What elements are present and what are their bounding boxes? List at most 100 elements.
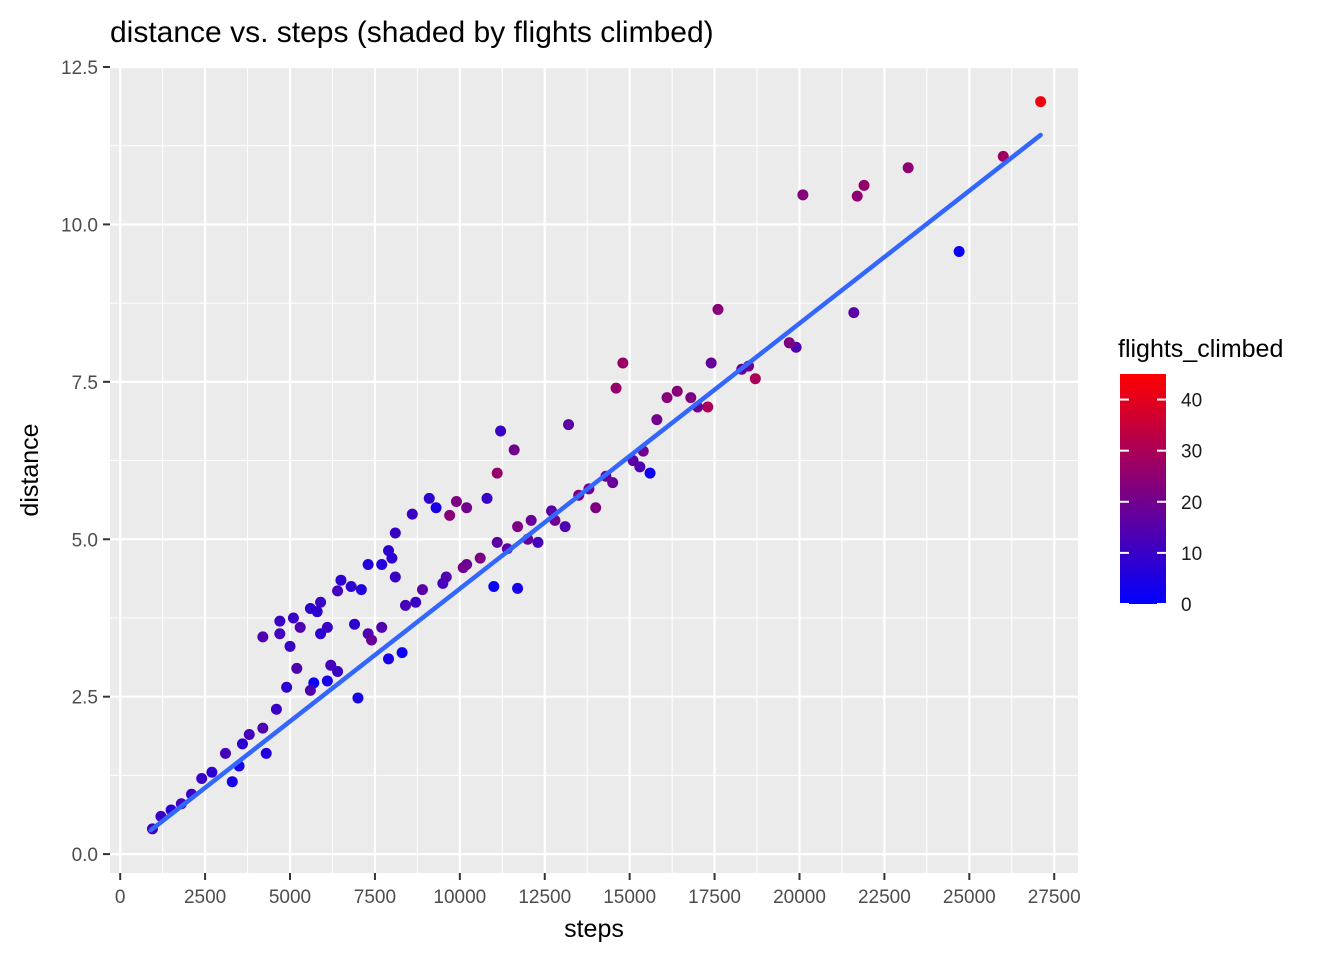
- data-point: [430, 502, 442, 514]
- trend-line: [148, 132, 1043, 833]
- data-point: [440, 571, 452, 583]
- data-point: [902, 162, 914, 174]
- data-point: [481, 492, 493, 504]
- y-tick-label: 2.5: [72, 688, 98, 709]
- x-tick-label: 15000: [603, 887, 656, 908]
- legend-title: flights_climbed: [1118, 335, 1283, 363]
- data-point: [848, 307, 860, 319]
- data-point: [1035, 96, 1047, 108]
- data-point: [291, 662, 303, 674]
- data-point: [345, 580, 357, 592]
- data-point: [450, 495, 462, 507]
- data-point: [332, 585, 344, 597]
- data-point: [410, 596, 422, 608]
- x-tick-label: 20000: [773, 887, 826, 908]
- data-point: [495, 425, 507, 437]
- data-point: [389, 527, 401, 539]
- data-point: [389, 571, 401, 583]
- data-point: [383, 653, 395, 665]
- data-point: [406, 508, 418, 520]
- data-point: [559, 521, 571, 533]
- y-axis: 0.0 2.5 5.0 7.5 10.0 12.5: [61, 58, 110, 866]
- y-tick-label: 12.5: [61, 58, 98, 79]
- data-point: [274, 615, 286, 627]
- data-point: [270, 703, 282, 715]
- legend-tick-label: 20: [1181, 493, 1202, 514]
- x-tick-label: 0: [115, 887, 126, 908]
- data-point: [705, 357, 717, 369]
- x-axis-title: steps: [564, 915, 624, 943]
- data-point: [491, 467, 503, 479]
- data-point: [196, 773, 208, 785]
- data-point: [274, 628, 286, 640]
- data-point: [366, 634, 378, 646]
- data-point: [376, 558, 388, 570]
- data-point: [457, 562, 469, 574]
- trend-line-group: [148, 132, 1043, 833]
- x-tick-label: 12500: [518, 887, 571, 908]
- legend-tick-label: 30: [1181, 442, 1202, 463]
- data-point: [590, 502, 602, 514]
- legend-ticks: 0 10 20 30 40: [1120, 391, 1202, 616]
- data-point: [304, 684, 316, 696]
- data-point: [797, 189, 809, 201]
- x-tick-label: 5000: [269, 887, 311, 908]
- y-tick-label: 10.0: [61, 215, 98, 236]
- y-tick-label: 7.5: [72, 373, 98, 394]
- data-point: [858, 179, 870, 191]
- data-point: [617, 357, 629, 369]
- y-axis-title: distance: [16, 423, 44, 516]
- data-point: [685, 392, 697, 404]
- data-point: [512, 521, 524, 533]
- data-point: [226, 776, 238, 788]
- data-point: [508, 444, 520, 456]
- chart-title: distance vs. steps (shaded by flights cl…: [110, 16, 714, 49]
- data-point: [335, 574, 347, 586]
- data-point: [243, 728, 255, 740]
- data-point: [362, 558, 374, 570]
- data-point: [287, 612, 299, 624]
- data-point: [376, 621, 388, 633]
- data-point: [399, 599, 411, 611]
- x-tick-label: 10000: [433, 887, 486, 908]
- x-tick-label: 2500: [184, 887, 226, 908]
- plot-panel: [110, 67, 1078, 873]
- data-point: [644, 467, 656, 479]
- legend-colorbar: [1120, 374, 1166, 604]
- y-tick-label: 5.0: [72, 530, 98, 551]
- data-point: [444, 509, 456, 521]
- data-point: [219, 747, 231, 759]
- data-point: [206, 766, 218, 778]
- data-point: [851, 190, 863, 202]
- data-point: [532, 536, 544, 548]
- data-point: [321, 621, 333, 633]
- data-point: [712, 303, 724, 315]
- x-tick-label: 22500: [858, 887, 911, 908]
- data-point: [304, 603, 316, 615]
- data-point: [260, 747, 272, 759]
- data-points: [146, 96, 1047, 835]
- data-point: [488, 580, 500, 592]
- data-point: [651, 414, 663, 426]
- grid-lines: [110, 65, 1078, 873]
- data-point: [512, 582, 524, 594]
- data-point: [423, 492, 435, 504]
- data-point: [284, 640, 296, 652]
- data-point: [997, 150, 1009, 162]
- x-axis: 0 2500 5000 7500 10000 12500 15000 17500 20000 22…: [115, 873, 1081, 908]
- data-point: [236, 738, 248, 750]
- x-tick-label: 25000: [943, 887, 996, 908]
- data-point: [749, 373, 761, 385]
- legend-tick-label: 40: [1181, 391, 1202, 412]
- y-tick-label: 0.0: [72, 845, 98, 866]
- data-point: [257, 631, 269, 643]
- color-legend: flights_climbed 0 10 20 30 40: [1118, 335, 1283, 616]
- x-tick-label: 17500: [688, 887, 741, 908]
- data-point: [671, 385, 683, 397]
- data-point: [349, 618, 361, 630]
- data-point: [416, 584, 428, 596]
- data-point: [525, 514, 537, 526]
- data-point: [321, 675, 333, 687]
- data-point: [461, 502, 473, 514]
